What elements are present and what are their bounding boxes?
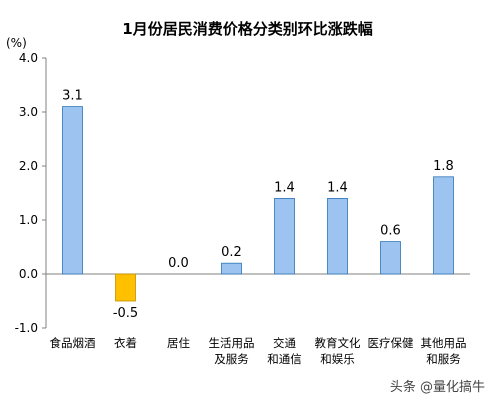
x-tick-label: 和通信 [267,352,302,366]
y-axis-unit: (%) [6,36,27,50]
data-label: 1.8 [433,159,454,174]
bar [221,262,242,275]
bar [327,197,348,275]
y-tick-label: 0.0 [19,267,38,281]
data-label: -0.5 [113,306,138,321]
y-tick-label: 3.0 [19,105,38,119]
y-tick-label: 4.0 [19,51,38,65]
x-tick-label: 食品烟酒 [50,336,96,350]
bar [115,273,136,302]
x-tick-label: 及服务 [214,352,249,366]
watermark: 头条 @量化搞牛 [389,380,485,395]
y-tick-label: 2.0 [19,159,38,173]
data-label: 3.1 [62,89,83,104]
bar [433,176,454,275]
data-label: 1.4 [274,180,295,195]
data-label: 0.0 [168,256,189,271]
bar [62,106,83,275]
y-tick-label: -1.0 [15,321,38,335]
y-tick-label: 1.0 [19,213,38,227]
x-tick-label: 衣着 [114,336,137,350]
data-label: 1.4 [327,180,348,195]
chart-title: 1月份居民消费价格分类别环比涨跌幅 [122,20,373,38]
x-tick-label: 其他用品 [421,336,467,350]
x-tick-label: 居住 [167,336,190,350]
x-tick-label: 医疗保健 [368,336,414,350]
bar [274,197,295,275]
x-tick-label: 生活用品 [209,336,255,350]
x-tick-label: 和服务 [426,352,461,366]
x-tick-label: 和娱乐 [320,352,355,366]
data-label: 0.2 [221,245,242,260]
data-label: 0.6 [380,224,401,239]
x-tick-label: 教育文化 [315,336,361,350]
x-tick-label: 交通 [273,336,296,350]
bar [380,241,401,275]
